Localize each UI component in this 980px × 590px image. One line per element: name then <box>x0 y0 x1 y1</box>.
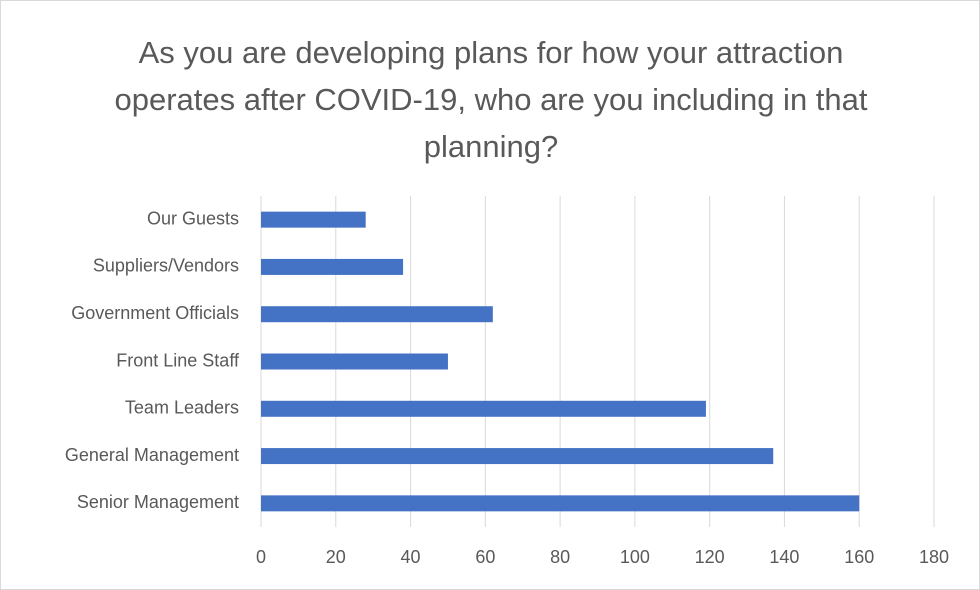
y-tick-label: Government Officials <box>71 303 239 323</box>
y-tick-label: Team Leaders <box>125 398 239 418</box>
bar <box>261 306 493 323</box>
bar <box>261 448 774 465</box>
chart-title: As you are developing plans for how your… <box>114 35 868 164</box>
bar <box>261 353 448 370</box>
bar <box>261 258 404 275</box>
y-tick-label: Front Line Staff <box>116 350 240 370</box>
bar <box>261 495 860 512</box>
x-tick-label: 20 <box>326 547 346 567</box>
x-tick-label: 40 <box>401 547 421 567</box>
x-tick-label: 100 <box>620 547 650 567</box>
y-tick-label: Senior Management <box>77 492 239 512</box>
x-tick-label: 60 <box>475 547 495 567</box>
x-tick-label: 80 <box>550 547 570 567</box>
x-tick-label: 0 <box>256 547 266 567</box>
x-tick-label: 180 <box>919 547 949 567</box>
y-tick-label: Our Guests <box>147 208 239 228</box>
x-tick-label: 120 <box>695 547 725 567</box>
y-tick-label: General Management <box>65 445 239 465</box>
x-tick-label: 140 <box>769 547 799 567</box>
bar <box>261 400 706 417</box>
bar <box>261 211 366 228</box>
x-tick-label: 160 <box>844 547 874 567</box>
y-tick-label: Suppliers/Vendors <box>93 256 239 276</box>
